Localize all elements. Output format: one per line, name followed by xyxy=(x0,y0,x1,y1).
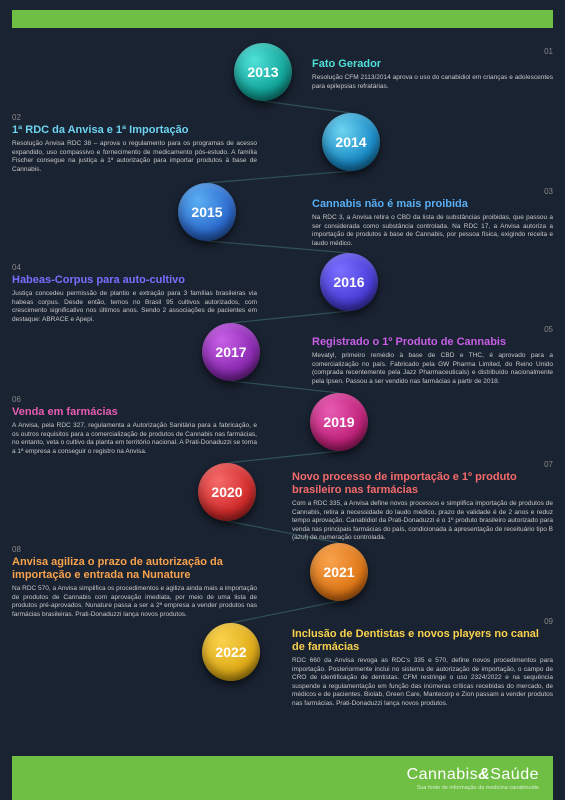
timeline-entry-09: 09 Inclusão de Dentistas e novos players … xyxy=(292,617,553,708)
entry-title: Registrado o 1º Produto de Cannabis xyxy=(312,336,553,349)
entry-desc: RDC 660 da Anvisa revoga as RDC's 335 e … xyxy=(292,657,553,708)
entry-number: 06 xyxy=(12,395,257,404)
timeline-entry-05: 05 Registrado o 1º Produto de Cannabis Mev… xyxy=(312,325,553,386)
timeline-entry-03: 03 Cannabis não é mais proibida Na RDC 3, … xyxy=(312,187,553,248)
entry-desc: Resolução CFM 2113/2014 aprova o uso do … xyxy=(312,74,553,91)
entry-desc: Mevatyl, primeiro remédio à base de CBD … xyxy=(312,352,553,386)
timeline-entry-01: 01 Fato Gerador Resolução CFM 2113/2014 ap… xyxy=(312,47,553,91)
timeline-container: 2013 2014 2015 2016 2017 2019 2020 2021 2022 01 F… xyxy=(12,35,553,750)
timeline-entry-02: 02 1ª RDC da Anvisa e 1ª Importação Resolu… xyxy=(12,113,257,174)
year-node-2014: 2014 xyxy=(322,113,380,171)
entry-desc: Na RDC 570, a Anvisa simplifica os proce… xyxy=(12,585,257,619)
entry-desc: Resolução Anvisa RDC 38 – aprova o regul… xyxy=(12,140,257,174)
brand-amp: & xyxy=(478,766,490,783)
year-node-2019: 2019 xyxy=(310,393,368,451)
entry-title: Cannabis não é mais proibida xyxy=(312,198,553,211)
entry-number: 01 xyxy=(312,47,553,56)
entry-desc: Com a RDC 335, a Anvisa define novos pro… xyxy=(292,500,553,542)
footer-bar: Cannabis&Saúde Sua fonte de informação d… xyxy=(12,756,553,800)
entry-title: Habeas-Corpus para auto-cultivo xyxy=(12,274,257,287)
timeline-entry-04: 04 Habeas-Corpus para auto-cultivo Justiça… xyxy=(12,263,257,324)
brand-part1: Cannabis xyxy=(407,766,479,783)
entry-title: Novo processo de importação e 1º produto… xyxy=(292,471,553,497)
year-node-2022: 2022 xyxy=(202,623,260,681)
entry-title: Inclusão de Dentistas e novos players no… xyxy=(292,628,553,654)
entry-number: 05 xyxy=(312,325,553,334)
brand-name: Cannabis&Saúde xyxy=(407,766,539,784)
year-node-2013: 2013 xyxy=(234,43,292,101)
year-node-2020: 2020 xyxy=(198,463,256,521)
entry-title: Venda em farmácias xyxy=(12,406,257,419)
entry-title: Anvisa agiliza o prazo de autorização da… xyxy=(12,556,257,582)
year-node-2017: 2017 xyxy=(202,323,260,381)
year-node-2021: 2021 xyxy=(310,543,368,601)
entry-desc: Na RDC 3, a Anvisa retira o CBD da lista… xyxy=(312,214,553,248)
year-node-2015: 2015 xyxy=(178,183,236,241)
entry-desc: A Anvisa, pela RDC 327, regulamenta a Au… xyxy=(12,422,257,456)
entry-number: 04 xyxy=(12,263,257,272)
brand-part2: Saúde xyxy=(490,766,539,783)
entry-number: 03 xyxy=(312,187,553,196)
brand-logo: Cannabis&Saúde Sua fonte de informação d… xyxy=(407,766,539,791)
entry-title: 1ª RDC da Anvisa e 1ª Importação xyxy=(12,124,257,137)
entry-number: 09 xyxy=(292,617,553,626)
timeline-entry-07: 07 Novo processo de importação e 1º produ… xyxy=(292,460,553,543)
timeline-entry-06: 06 Venda em farmácias A Anvisa, pela RDC 3… xyxy=(12,395,257,456)
connector-line xyxy=(263,101,351,113)
timeline-entry-08: 08 Anvisa agiliza o prazo de autorização … xyxy=(12,545,257,619)
entry-number: 02 xyxy=(12,113,257,122)
entry-title: Fato Gerador xyxy=(312,58,553,71)
top-accent-bar xyxy=(12,10,553,28)
entry-number: 08 xyxy=(12,545,257,554)
brand-tagline: Sua fonte de informação da medicina cana… xyxy=(407,785,539,791)
entry-desc: Justiça concedeu permissão de plantio e … xyxy=(12,290,257,324)
year-node-2016: 2016 xyxy=(320,253,378,311)
entry-number: 07 xyxy=(292,460,553,469)
